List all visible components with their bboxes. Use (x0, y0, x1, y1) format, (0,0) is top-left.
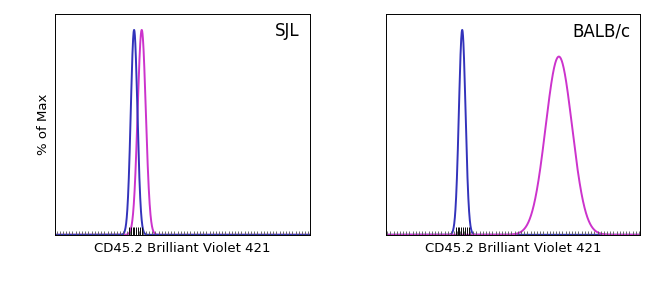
X-axis label: CD45.2 Brilliant Violet 421: CD45.2 Brilliant Violet 421 (94, 242, 270, 255)
Text: SJL: SJL (275, 22, 300, 40)
Text: BALB/c: BALB/c (572, 22, 630, 40)
X-axis label: CD45.2 Brilliant Violet 421: CD45.2 Brilliant Violet 421 (425, 242, 601, 255)
Y-axis label: % of Max: % of Max (36, 94, 49, 155)
